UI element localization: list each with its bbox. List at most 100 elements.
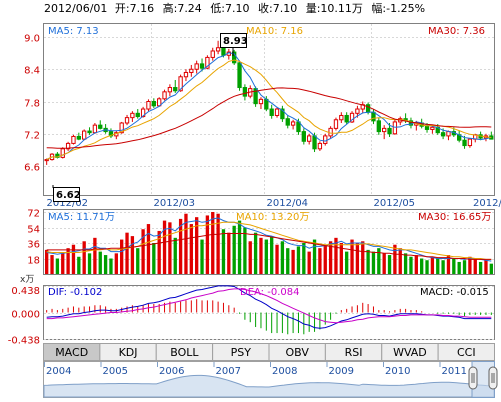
tab-obv[interactable]: OBV: [268, 343, 326, 361]
tab-label: CCI: [457, 346, 476, 359]
tab-label: MACD: [55, 346, 88, 359]
volume-ma5-line: [46, 217, 492, 262]
volume-bar: [152, 243, 156, 274]
tab-wvad[interactable]: WVAD: [381, 343, 439, 361]
header-date: 2012/06/01: [44, 2, 107, 15]
candle-body: [183, 71, 189, 78]
timeline-left-handle[interactable]: [468, 366, 478, 390]
volume-bar: [441, 260, 445, 274]
volume-y-tick-label: 54: [27, 225, 40, 236]
candle-body: [221, 47, 226, 56]
price-x-label: 2012/03: [154, 198, 196, 209]
candle-body: [44, 159, 49, 162]
volume-bar: [264, 239, 268, 274]
price-y-ticks: 9.0 8.4 7.8 7.2 6.6: [24, 34, 40, 174]
candle-body: [312, 135, 317, 150]
candle-body: [328, 127, 333, 137]
candle-body: [424, 125, 430, 130]
volume-bar: [377, 248, 381, 274]
volume-bar: [270, 236, 274, 274]
candle-body: [210, 50, 215, 58]
candle-body: [382, 127, 387, 133]
volume-bar: [93, 237, 97, 274]
header-high: 高:7.24: [163, 1, 202, 15]
tab-macd[interactable]: MACD: [43, 343, 101, 361]
header-change: 幅:-1.25%: [371, 2, 425, 15]
volume-bar: [387, 255, 392, 274]
candle-body: [290, 121, 296, 126]
tab-cci[interactable]: CCI: [437, 343, 495, 361]
timeline-year-label: 2005: [103, 366, 128, 377]
macd-grid: [44, 286, 494, 340]
tab-boll[interactable]: BOLL: [155, 343, 214, 361]
tab-psy[interactable]: PSY: [212, 343, 270, 361]
candle-body: [274, 108, 280, 116]
candle-body: [349, 112, 355, 123]
price-x-label: 2012/0: [473, 198, 501, 209]
candle-body: [344, 114, 349, 123]
macd-dif-line: [46, 285, 492, 329]
volume-bar: [350, 239, 354, 274]
volume-bar: [162, 220, 167, 274]
volume-bar: [66, 248, 70, 274]
price-panel-frame: [43, 23, 495, 196]
volume-bar: [141, 229, 145, 274]
volume-y-tick-label: 72: [27, 209, 40, 220]
volume-bar: [371, 251, 376, 274]
price-grid: [44, 24, 494, 195]
volume-bar: [120, 239, 124, 274]
volume-bar: [211, 212, 215, 274]
candle-body: [280, 108, 285, 120]
volume-bar: [227, 232, 231, 274]
tab-rsi[interactable]: RSI: [324, 343, 383, 361]
candle-body: [189, 68, 194, 73]
volume-bar: [478, 261, 483, 274]
tab-label: OBV: [285, 346, 309, 359]
volume-bar: [50, 255, 54, 274]
volume-bar: [420, 258, 424, 274]
candle-body: [71, 135, 76, 144]
volume-bar: [280, 241, 285, 274]
volume-bar: [253, 232, 258, 274]
volume-bar: [393, 244, 397, 274]
price-x-label: 2012/05: [374, 198, 416, 209]
candle-body: [355, 108, 360, 114]
volume-y-tick-label: 36: [27, 240, 40, 251]
price-ma5-label: MA5: 7.13: [48, 26, 99, 37]
candle-body: [264, 98, 269, 110]
volume-bar: [103, 255, 108, 274]
macd-y-tick-label: 0.000: [11, 310, 40, 321]
candle-body: [194, 63, 199, 70]
volume-bar: [361, 241, 365, 274]
timeline-right-handle[interactable]: [488, 366, 498, 390]
candle-body: [392, 121, 398, 135]
volume-bar: [189, 224, 193, 274]
volume-bar: [195, 217, 199, 274]
price-moving-averages: [46, 52, 492, 160]
macd-lines: [46, 285, 492, 329]
price-y-tick-label: 9.0: [24, 34, 40, 45]
volume-bar: [398, 248, 402, 274]
volume-bar: [205, 215, 210, 274]
candle-body: [462, 139, 467, 147]
macd-y-tick-label: 0.438: [11, 286, 40, 297]
tab-kdj[interactable]: KDJ: [99, 343, 157, 361]
volume-bar: [334, 237, 338, 274]
candle-body: [108, 131, 114, 137]
macd-dif-label: DIF: -0.102: [48, 287, 102, 298]
volume-bar: [328, 241, 333, 274]
volume-bar: [484, 260, 488, 274]
volume-bar: [457, 261, 461, 274]
volume-bar: [307, 251, 311, 274]
volume-ma5-label: MA5: 11.71万: [48, 212, 115, 223]
volume-bar: [473, 258, 477, 274]
candle-body: [440, 132, 446, 137]
candle-body: [333, 119, 339, 129]
candle-body: [82, 130, 87, 140]
candle-body: [162, 91, 167, 100]
header-volume: 量:10.11万: [306, 2, 363, 15]
volume-bar: [168, 222, 172, 274]
price-x-labels: 2012/02 2012/03 2012/04 2012/05 2012/0: [47, 198, 501, 209]
volume-bar: [489, 263, 493, 274]
header-low: 低:7.10: [210, 2, 249, 15]
